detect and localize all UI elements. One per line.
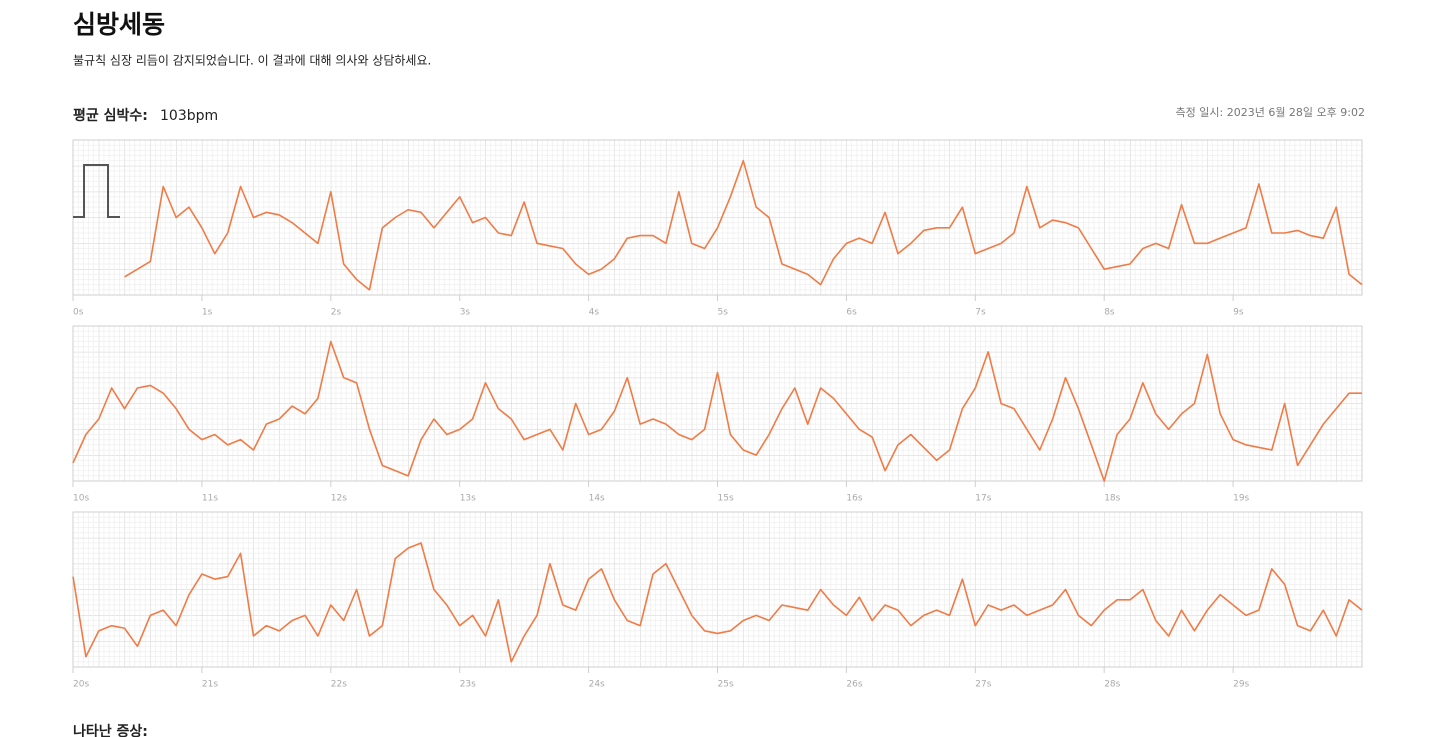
ecg-grid: [72, 325, 1363, 482]
x-tick-label: 10s: [73, 494, 89, 504]
x-tick-label: 28s: [1104, 680, 1120, 690]
x-tick-label: 14s: [589, 494, 605, 504]
x-tick-label: 21s: [202, 680, 218, 690]
x-tick-label: 26s: [846, 680, 862, 690]
heart-rate-label: 평균 심박수:: [73, 107, 148, 124]
heart-rate: 103bpm: [160, 108, 218, 124]
x-tick-label: 8s: [1104, 308, 1115, 318]
x-tick-label: 27s: [975, 680, 991, 690]
ecg-strip: 10s 11s 12s 13s 14s 15s 16s 17s 18s 19s: [72, 325, 1363, 504]
x-tick-label: 25s: [718, 680, 734, 690]
x-tick-label: 6s: [846, 308, 857, 318]
x-tick-label: 17s: [975, 494, 991, 504]
x-tick-label: 19s: [1233, 494, 1249, 504]
calibration-pulse: [73, 164, 120, 218]
x-tick-label: 2s: [331, 308, 342, 318]
ecg-grid: [72, 511, 1363, 668]
ecg-strip: 20s 21s 22s 23s 24s 25s 26s 27s 28s 29s: [72, 511, 1363, 690]
x-tick-label: 5s: [718, 308, 729, 318]
x-tick-label: 1s: [202, 308, 213, 318]
symptoms-label: 나타난 증상:: [73, 723, 148, 737]
x-tick-label: 0s: [73, 308, 84, 318]
x-tick-label: 7s: [975, 308, 986, 318]
subtitle: 불규칙 심장 리듬이 감지되었습니다. 이 결과에 대해 의사와 상담하세요.: [73, 54, 431, 68]
x-tick-label: 16s: [846, 494, 862, 504]
ecg-strips: 0s 1s 2s 3s 4s 5s 6s 7s 8s 9s 10s 11s 12s 13s 14s 15s 16…: [72, 139, 1363, 690]
ecg-line: [124, 159, 1363, 291]
x-tick-label: 18s: [1104, 494, 1120, 504]
x-tick-label: 11s: [202, 494, 218, 504]
x-tick-label: 20s: [73, 680, 89, 690]
x-tick-label: 15s: [718, 494, 734, 504]
x-tick-label: 9s: [1233, 308, 1244, 318]
ecg-line: [72, 340, 1362, 482]
x-tick-label: 4s: [589, 308, 600, 318]
x-tick-label: 12s: [331, 494, 347, 504]
x-tick-label: 3s: [460, 308, 471, 318]
x-tick-label: 29s: [1233, 680, 1249, 690]
measured-at: 측정 일시: 2023년 6월 28일 오후 9:02: [1176, 105, 1365, 119]
x-tick-label: 13s: [460, 494, 476, 504]
ecg-strip: 0s 1s 2s 3s 4s 5s 6s 7s 8s 9s: [72, 139, 1363, 318]
ecg-grid: [72, 139, 1363, 296]
x-tick-label: 23s: [460, 680, 476, 690]
x-tick-label: 24s: [589, 680, 605, 690]
title: 심방세동: [73, 10, 165, 39]
x-tick-label: 22s: [331, 680, 347, 690]
ecg-line: [72, 542, 1363, 663]
